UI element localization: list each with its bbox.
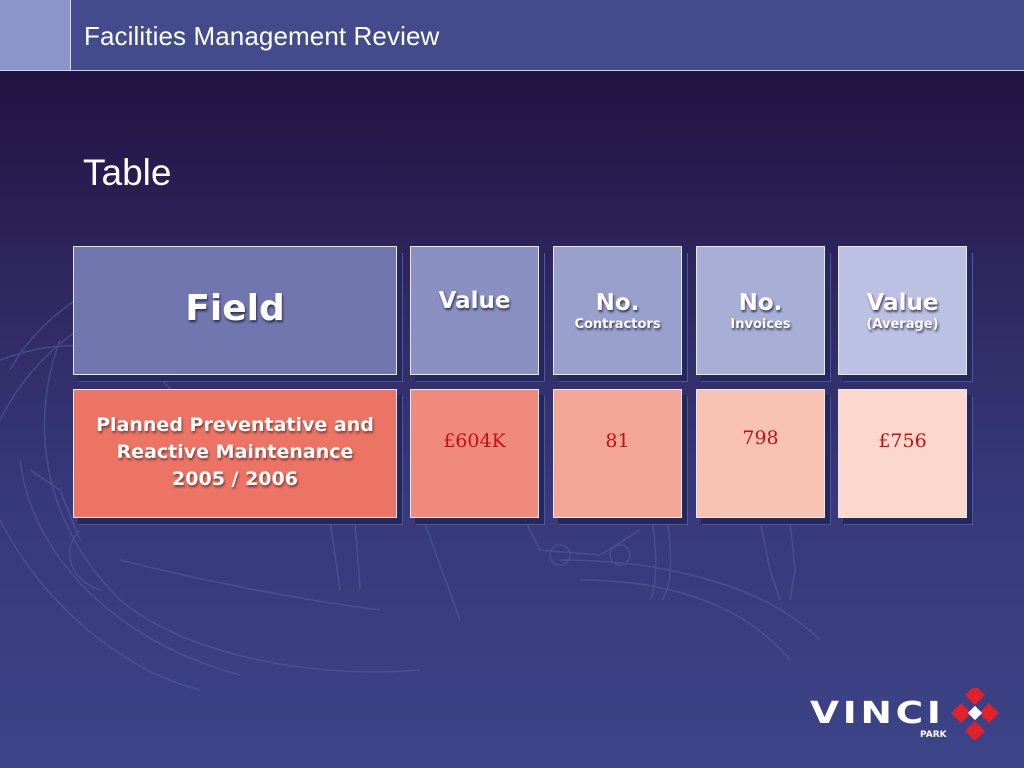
row-label-line-3: 2005 / 2006 bbox=[172, 468, 298, 490]
row-label-line-1: Planned Preventative and bbox=[96, 414, 374, 436]
logo-subtext: PARK bbox=[920, 730, 947, 740]
value-cell-total: £604K bbox=[410, 389, 539, 518]
value-cell-average: £756 bbox=[838, 389, 967, 518]
value-invoices-text: 798 bbox=[742, 427, 779, 449]
header-bar: Facilities Management Review bbox=[0, 0, 1024, 71]
background-artwork bbox=[0, 247, 821, 691]
header-cell-average-value-label: Value bbox=[866, 290, 939, 316]
header-cell-invoices: No. Invoices bbox=[696, 246, 825, 375]
value-average-text: £756 bbox=[878, 430, 927, 452]
value-total-text: £604K bbox=[443, 430, 506, 452]
header-cell-contractors-sublabel: Contractors bbox=[574, 317, 661, 332]
header-cell-contractors: No. Contractors bbox=[553, 246, 682, 375]
row-label-cell: Planned Preventative and Reactive Mainte… bbox=[73, 389, 397, 518]
header-cell-value-label: Value bbox=[438, 288, 511, 314]
header-cell-contractors-label: No. bbox=[595, 290, 640, 316]
header-cell-invoices-label: No. bbox=[738, 290, 783, 316]
value-cell-contractors: 81 bbox=[553, 389, 682, 518]
header-cell-invoices-sublabel: Invoices bbox=[730, 317, 791, 332]
header-cell-field-label: Field bbox=[185, 288, 285, 329]
row-label-line-2: Reactive Maintenance bbox=[116, 441, 354, 463]
header-cell-average-value: Value (Average) bbox=[838, 246, 967, 375]
vinci-park-logo: VINCI PARK bbox=[810, 688, 1010, 748]
value-contractors-text: 81 bbox=[605, 430, 630, 452]
logo-wordmark: VINCI bbox=[810, 696, 945, 731]
logo-cross-icon bbox=[951, 688, 999, 740]
value-cell-invoices: 798 bbox=[696, 389, 825, 518]
header-cell-field: Field bbox=[73, 246, 397, 375]
header-cell-average-value-sublabel: (Average) bbox=[866, 317, 939, 332]
slide-title: Table bbox=[83, 152, 172, 193]
presentation-title: Facilities Management Review bbox=[84, 21, 440, 51]
header-cell-value: Value bbox=[410, 246, 539, 375]
header-accent-square bbox=[0, 0, 71, 70]
